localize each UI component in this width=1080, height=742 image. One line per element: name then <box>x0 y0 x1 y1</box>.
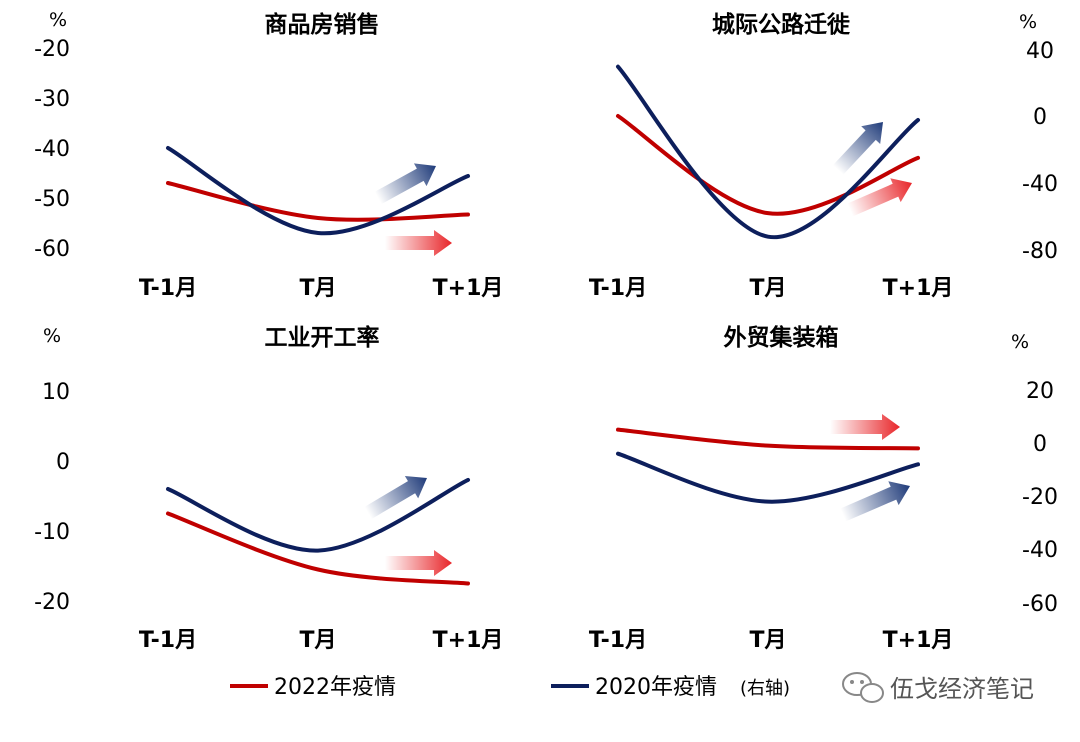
legend-note-right-axis: (右轴) <box>740 678 790 699</box>
y-tick-label: -20 <box>34 37 70 62</box>
x-tick-label: T-1月 <box>589 628 647 653</box>
y-axis-unit: % <box>1011 331 1029 353</box>
trend-arrow-red-4 <box>830 414 900 440</box>
y-tick-label: -20 <box>34 590 70 615</box>
x-tick-label: T+1月 <box>433 628 504 653</box>
series-line-2020 <box>616 451 920 504</box>
trend-arrow-red-3 <box>385 550 452 576</box>
watermark-text: 伍戈经济笔记 <box>890 675 1034 703</box>
panel-title: 商品房销售 <box>265 11 380 38</box>
series-line-2022 <box>616 114 920 216</box>
panel-2: 城际公路迁徙 % 40 0 -40 -80 T-1月 T月 T+1月 <box>589 11 1058 301</box>
y-tick-label: -40 <box>1022 538 1058 563</box>
y-tick-label: 10 <box>42 380 70 405</box>
trend-arrow-red-1 <box>385 230 452 256</box>
trend-arrow-navy-4 <box>840 481 910 522</box>
y-tick-label: -60 <box>34 237 70 262</box>
x-tick-label: T-1月 <box>589 276 647 301</box>
y-tick-label: 40 <box>1026 39 1054 64</box>
y-axis-unit: % <box>1019 11 1037 33</box>
panel-title: 外贸集装箱 <box>724 324 839 351</box>
panel-title: 工业开工率 <box>265 324 380 351</box>
series-line-2022 <box>166 511 470 586</box>
trend-arrow-navy-1 <box>374 163 436 205</box>
y-tick-label: -40 <box>34 137 70 162</box>
x-tick-label: T月 <box>749 276 786 301</box>
y-tick-label: 0 <box>1033 432 1047 457</box>
series-line-2022 <box>616 427 920 451</box>
y-tick-label: -40 <box>1022 172 1058 197</box>
y-tick-label: -10 <box>34 520 70 545</box>
x-tick-label: T月 <box>299 628 336 653</box>
y-tick-label: -60 <box>1022 592 1058 617</box>
wechat-icon <box>842 672 884 703</box>
legend-label-2020: 2020年疫情 <box>595 675 717 700</box>
x-tick-label: T+1月 <box>883 628 954 653</box>
x-tick-label: T-1月 <box>139 628 197 653</box>
x-tick-label: T-1月 <box>139 276 197 301</box>
series-line-2020 <box>166 477 470 553</box>
legend-label-2022: 2022年疫情 <box>274 675 396 700</box>
panel-title: 城际公路迁徙 <box>712 11 850 38</box>
y-tick-label: -50 <box>34 187 70 212</box>
trend-arrow-red-2 <box>847 178 912 217</box>
watermark: 伍戈经济笔记 <box>842 672 1034 703</box>
trend-arrow-navy-3 <box>364 476 427 520</box>
trend-arrow-navy-2 <box>832 122 883 175</box>
y-tick-label: 0 <box>1033 105 1047 130</box>
x-tick-label: T+1月 <box>883 276 954 301</box>
panel-4: 外贸集装箱 % 20 0 -20 -40 -60 T-1月 T月 T+1月 <box>589 324 1058 653</box>
y-tick-label: 20 <box>1026 379 1054 404</box>
y-tick-label: -80 <box>1022 239 1058 264</box>
y-axis-unit: % <box>49 9 67 31</box>
panel-1: 商品房销售% -20 -30 -40 -50 -60 T-1月 T月 T+1月 <box>34 9 503 301</box>
series-line-2020 <box>616 64 920 239</box>
series-line-2022 <box>166 181 470 222</box>
panel-3: 工业开工率% 10 0 -10 -20 T-1月 T月 T+1月 <box>34 324 503 653</box>
y-tick-label: 0 <box>56 450 70 475</box>
y-axis-unit: % <box>43 325 61 347</box>
series-line-2020 <box>166 146 470 236</box>
y-tick-label: -20 <box>1022 485 1058 510</box>
x-tick-label: T月 <box>299 276 336 301</box>
y-tick-label: -30 <box>34 87 70 112</box>
legend: 2022年疫情 2020年疫情 (右轴) <box>230 675 790 700</box>
x-tick-label: T月 <box>749 628 786 653</box>
x-tick-label: T+1月 <box>433 276 504 301</box>
